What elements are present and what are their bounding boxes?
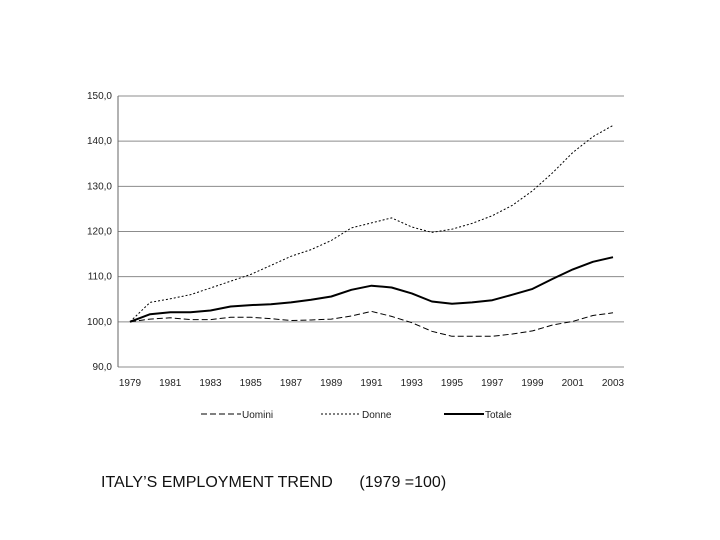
x-tick-label: 1993 [401,378,424,389]
y-tick-label: 90,0 [93,362,113,373]
legend-label-totale: Totale [485,410,512,421]
y-tick-label: 140,0 [87,136,112,147]
legend-label-uomini: Uomini [242,410,273,421]
series-line-totale [129,256,614,323]
y-tick-label: 130,0 [87,181,112,192]
x-axis-tick-labels: 1979 1981 1983 1985 1987 1989 1991 1993 1995 1997… [119,378,625,389]
legend: Uomini Donne Totale [201,410,512,421]
legend-label-donne: Donne [362,410,392,421]
x-tick-label: 1987 [280,378,303,389]
series-line-uomini [129,310,614,337]
y-tick-label: 100,0 [87,317,112,328]
x-tick-label: 2003 [602,378,625,389]
y-tick-label: 110,0 [88,272,113,283]
x-tick-label: 1981 [159,378,182,389]
x-tick-label: 1991 [360,378,383,389]
x-tick-label: 1997 [481,378,504,389]
x-tick-label: 1983 [199,378,222,389]
x-tick-label: 1979 [119,378,142,389]
x-tick-label: 1999 [521,378,544,389]
caption-main: ITALY’S EMPLOYMENT TREND [101,474,333,491]
chart-caption: ITALY’S EMPLOYMENT TREND (1979 =100) [101,474,446,492]
x-tick-label: 2001 [562,378,585,389]
caption-base: (1979 =100) [359,474,447,491]
caption-spacer [333,474,360,491]
series-line-donne [129,124,614,323]
x-tick-label: 1985 [240,378,263,389]
x-tick-label: 1989 [320,378,343,389]
y-axis-tick-labels: 90,0 100,0 110,0 120,0 130,0 140,0 150,0 [87,91,112,373]
y-tick-label: 150,0 [87,91,112,102]
series-lines [129,124,614,337]
gridlines [117,95,624,368]
y-tick-label: 120,0 [87,227,112,238]
x-tick-label: 1995 [441,378,464,389]
